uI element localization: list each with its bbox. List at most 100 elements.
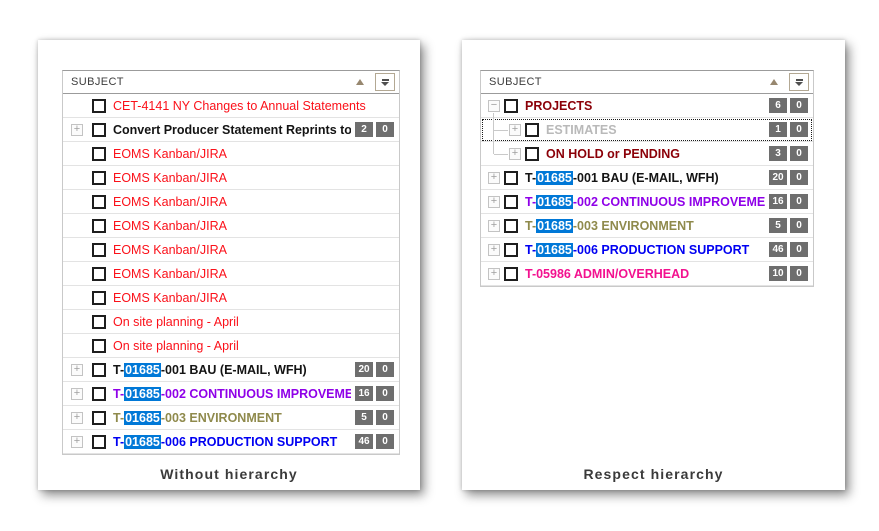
badge-group: 20 0	[355, 362, 394, 377]
task-row[interactable]: + T-01685-003 ENVIRONMENT 5 0	[481, 214, 813, 238]
count-badge: 16	[769, 194, 787, 209]
task-row[interactable]: + T-01685-001 BAU (E-MAIL, WFH) 20 0	[63, 358, 399, 382]
badge-group: 20 0	[769, 170, 808, 185]
expand-icon[interactable]: +	[488, 267, 500, 280]
row-checkbox[interactable]	[504, 170, 518, 185]
row-checkbox[interactable]	[92, 386, 106, 401]
expand-icon[interactable]: +	[488, 219, 500, 232]
expand-icon[interactable]: +	[509, 147, 521, 160]
row-checkbox[interactable]	[92, 242, 106, 257]
row-checkbox[interactable]	[525, 122, 539, 137]
task-row[interactable]: EOMS Kanban/JIRA	[63, 238, 399, 262]
task-row[interactable]: On site planning - April	[63, 310, 399, 334]
count-badge: 0	[790, 242, 808, 257]
expand-icon[interactable]: +	[71, 387, 83, 400]
count-badge: 10	[769, 266, 787, 281]
task-row[interactable]: + T-01685-006 PRODUCTION SUPPORT 46 0	[63, 430, 399, 454]
label-text: EOMS Kanban/JIRA	[113, 218, 227, 233]
expand-icon[interactable]: +	[488, 171, 500, 184]
label-text: T-	[113, 410, 125, 425]
row-checkbox[interactable]	[92, 218, 106, 233]
row-label: ESTIMATES	[546, 123, 765, 137]
chevron-down-icon	[381, 81, 389, 86]
task-row[interactable]: + T-01685-002 CONTINUOUS IMPROVEME 16 0	[481, 190, 813, 214]
task-row[interactable]: + T-01685-001 BAU (E-MAIL, WFH) 20 0	[481, 166, 813, 190]
label-text: EOMS Kanban/JIRA	[113, 242, 227, 257]
row-checkbox[interactable]	[525, 146, 539, 161]
label-text: On site planning - April	[113, 314, 239, 329]
row-checkbox[interactable]	[504, 266, 518, 281]
column-header-subject[interactable]: SUBJECT	[63, 71, 399, 94]
expand-icon[interactable]: +	[71, 363, 83, 376]
task-list-tree: SUBJECT − PROJECTS 6 0 + ESTIMATES 1 0 + ON HOLD …	[480, 70, 814, 287]
expand-icon[interactable]: +	[71, 435, 83, 448]
row-checkbox[interactable]	[92, 266, 106, 281]
filter-dropdown-button[interactable]	[789, 73, 809, 91]
row-checkbox[interactable]	[504, 242, 518, 257]
row-checkbox[interactable]	[92, 434, 106, 449]
badge-group: 46 0	[769, 242, 808, 257]
row-checkbox[interactable]	[504, 194, 518, 209]
label-text: EOMS Kanban/JIRA	[113, 194, 227, 209]
label-text: EOMS Kanban/JIRA	[113, 290, 227, 305]
panel-caption: Respect hierarchy	[583, 466, 724, 482]
count-badge: 20	[769, 170, 787, 185]
row-label: EOMS Kanban/JIRA	[113, 195, 399, 209]
row-checkbox[interactable]	[92, 194, 106, 209]
column-header-subject[interactable]: SUBJECT	[481, 71, 813, 94]
task-row[interactable]: EOMS Kanban/JIRA	[63, 262, 399, 286]
task-row[interactable]: EOMS Kanban/JIRA	[63, 214, 399, 238]
row-checkbox[interactable]	[92, 362, 106, 377]
row-checkbox[interactable]	[92, 170, 106, 185]
row-label: On site planning - April	[113, 315, 399, 329]
sort-ascending-icon	[356, 79, 364, 85]
row-label: T-01685-006 PRODUCTION SUPPORT	[525, 242, 765, 257]
expand-icon[interactable]: +	[71, 123, 83, 136]
count-badge: 0	[790, 122, 808, 137]
count-badge: 0	[790, 266, 808, 281]
filter-dropdown-button[interactable]	[375, 73, 395, 91]
task-row[interactable]: EOMS Kanban/JIRA	[63, 286, 399, 310]
row-checkbox[interactable]	[92, 338, 106, 353]
column-header-label: SUBJECT	[71, 76, 124, 88]
label-text: T-	[525, 242, 537, 257]
count-badge: 5	[769, 218, 787, 233]
expand-icon[interactable]: +	[488, 243, 500, 256]
task-row[interactable]: + ESTIMATES 1 0	[481, 118, 813, 142]
row-checkbox[interactable]	[504, 218, 518, 233]
task-row[interactable]: + T-01685-002 CONTINUOUS IMPROVEME 16 0	[63, 382, 399, 406]
expand-icon[interactable]: +	[509, 123, 521, 136]
task-list-flat: SUBJECT CET-4141 NY Changes to Annual St…	[62, 70, 400, 455]
task-row[interactable]: EOMS Kanban/JIRA	[63, 190, 399, 214]
task-row[interactable]: EOMS Kanban/JIRA	[63, 166, 399, 190]
task-row[interactable]: + T-01685-006 PRODUCTION SUPPORT 46 0	[481, 238, 813, 262]
row-checkbox[interactable]	[92, 146, 106, 161]
row-checkbox[interactable]	[92, 314, 106, 329]
count-badge: 0	[790, 170, 808, 185]
row-checkbox[interactable]	[92, 98, 106, 113]
row-checkbox[interactable]	[92, 122, 106, 137]
count-badge: 1	[769, 122, 787, 137]
task-row[interactable]: + ON HOLD or PENDING 3 0	[481, 142, 813, 166]
task-row[interactable]: On site planning - April	[63, 334, 399, 358]
row-checkbox[interactable]	[92, 290, 106, 305]
row-label: EOMS Kanban/JIRA	[113, 243, 399, 257]
expand-icon[interactable]: +	[488, 195, 500, 208]
expand-icon[interactable]: +	[71, 411, 83, 424]
task-row[interactable]: EOMS Kanban/JIRA	[63, 142, 399, 166]
task-row[interactable]: CET-4141 NY Changes to Annual Statements	[63, 94, 399, 118]
row-checkbox[interactable]	[92, 410, 106, 425]
panel-respect-hierarchy: SUBJECT − PROJECTS 6 0 + ESTIMATES 1 0 + ON HOLD …	[462, 40, 845, 490]
task-row[interactable]: − PROJECTS 6 0	[481, 94, 813, 118]
row-checkbox[interactable]	[504, 98, 518, 113]
rows-container-flat: CET-4141 NY Changes to Annual Statements…	[63, 94, 399, 454]
row-label: EOMS Kanban/JIRA	[113, 291, 399, 305]
task-row[interactable]: + T-01685-003 ENVIRONMENT 5 0	[63, 406, 399, 430]
task-row[interactable]: + T-05986 ADMIN/OVERHEAD 10 0	[481, 262, 813, 286]
task-row[interactable]: + Convert Producer Statement Reprints to 2…	[63, 118, 399, 142]
label-text: On site planning - April	[113, 338, 239, 353]
count-badge: 0	[376, 386, 394, 401]
label-text: -006 PRODUCTION SUPPORT	[160, 434, 338, 449]
collapse-icon[interactable]: −	[488, 99, 500, 112]
